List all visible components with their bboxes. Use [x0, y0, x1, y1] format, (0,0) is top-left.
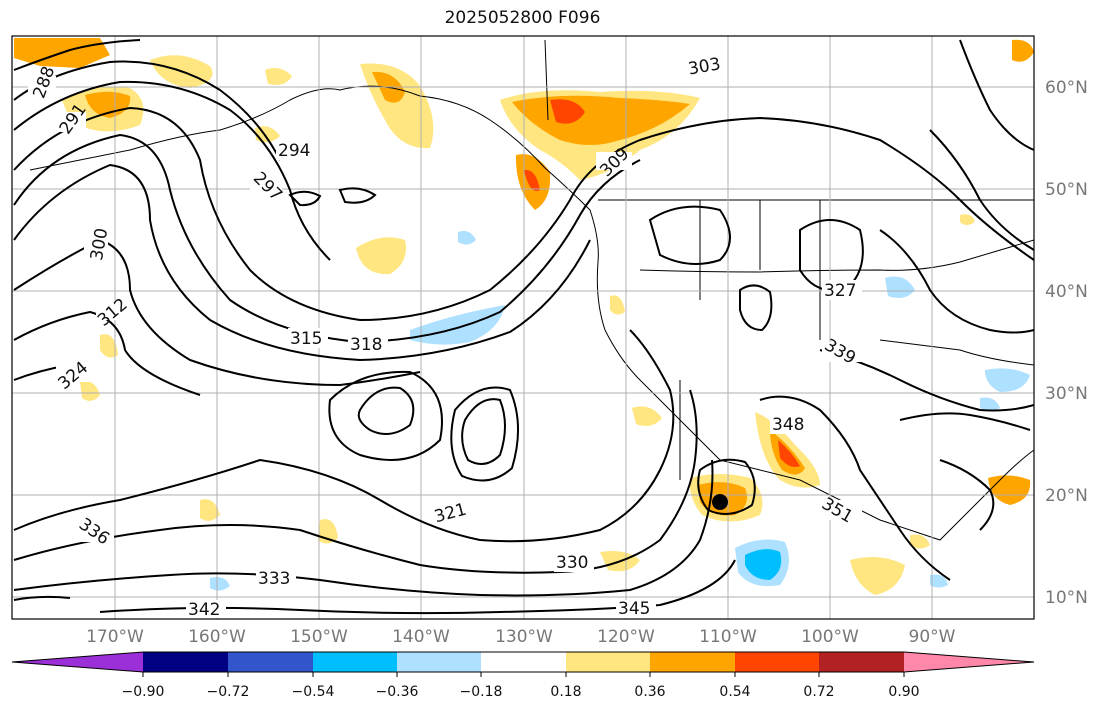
colorbar-tick-label: 0.54 — [719, 684, 750, 700]
lat-label-30n: 30°N — [1045, 384, 1088, 404]
map-frame — [11, 35, 1035, 620]
lon-label-130w: 130°W — [495, 627, 553, 647]
lon-label-150w: 150°W — [290, 627, 348, 647]
colorbar-tick-label: 0.90 — [888, 684, 919, 700]
colorbar-segment — [397, 652, 482, 672]
colorbar: −0.90 −0.72 −0.54 −0.36 −0.18 0.18 0.36 … — [11, 651, 1035, 700]
lon-label-170w: 170°W — [86, 627, 144, 647]
colorbar-segment — [566, 652, 651, 672]
colorbar-tick-label: −0.90 — [122, 684, 165, 700]
colorbar-tick-label: −0.36 — [376, 684, 419, 700]
colorbar-tick-label: 0.18 — [550, 684, 581, 700]
contour-label: 330 — [556, 553, 588, 573]
contour-label-group: 288 291 294 297 300 303 309 312 315 318 … — [28, 54, 862, 620]
map-title: 2025052800 F096 — [444, 8, 601, 28]
colorbar-segment — [313, 652, 398, 672]
colorbar-segment — [735, 652, 820, 672]
colorbar-segment — [228, 652, 313, 672]
contour-label: 327 — [824, 281, 856, 301]
contour-label: 294 — [278, 141, 310, 161]
colorbar-segment — [650, 652, 735, 672]
lat-label-50n: 50°N — [1045, 180, 1088, 200]
colorbar-segment — [819, 652, 904, 672]
lon-label-120w: 120°W — [597, 627, 655, 647]
lon-label-110w: 110°W — [699, 627, 757, 647]
marker-dot — [712, 494, 728, 510]
lat-label-60n: 60°N — [1045, 78, 1088, 98]
contour-label: 333 — [258, 569, 290, 589]
colorbar-tick-label: −0.72 — [207, 684, 250, 700]
lon-label-140w: 140°W — [392, 627, 450, 647]
colorbar-tick-label: 0.72 — [803, 684, 834, 700]
colorbar-tick-label: −0.18 — [460, 684, 503, 700]
colorbar-segment — [12, 652, 143, 672]
lon-label-160w: 160°W — [188, 627, 246, 647]
lon-label-100w: 100°W — [801, 627, 859, 647]
contour-label: 345 — [618, 599, 650, 619]
colorbar-segment — [143, 652, 228, 672]
longitude-axis: 170°W 160°W 150°W 140°W 130°W 120°W 110°… — [86, 627, 956, 647]
colorbar-tick-label: 0.36 — [634, 684, 665, 700]
shaded-positive-areas — [14, 38, 1034, 595]
lat-label-10n: 10°N — [1045, 588, 1088, 608]
lat-label-20n: 20°N — [1045, 486, 1088, 506]
latitude-axis: 60°N 50°N 40°N 30°N 20°N 10°N — [1045, 78, 1088, 608]
contour-label: 342 — [188, 600, 220, 620]
lat-label-40n: 40°N — [1045, 282, 1088, 302]
contour-label: 318 — [350, 335, 382, 355]
contour-label: 315 — [290, 329, 322, 349]
lon-label-90w: 90°W — [909, 627, 956, 647]
colorbar-segment — [481, 652, 566, 672]
colorbar-tick-label: −0.54 — [292, 684, 335, 700]
contour-label: 348 — [772, 415, 804, 435]
colorbar-segment — [904, 652, 1034, 672]
shaded-negative-areas — [210, 231, 1030, 591]
